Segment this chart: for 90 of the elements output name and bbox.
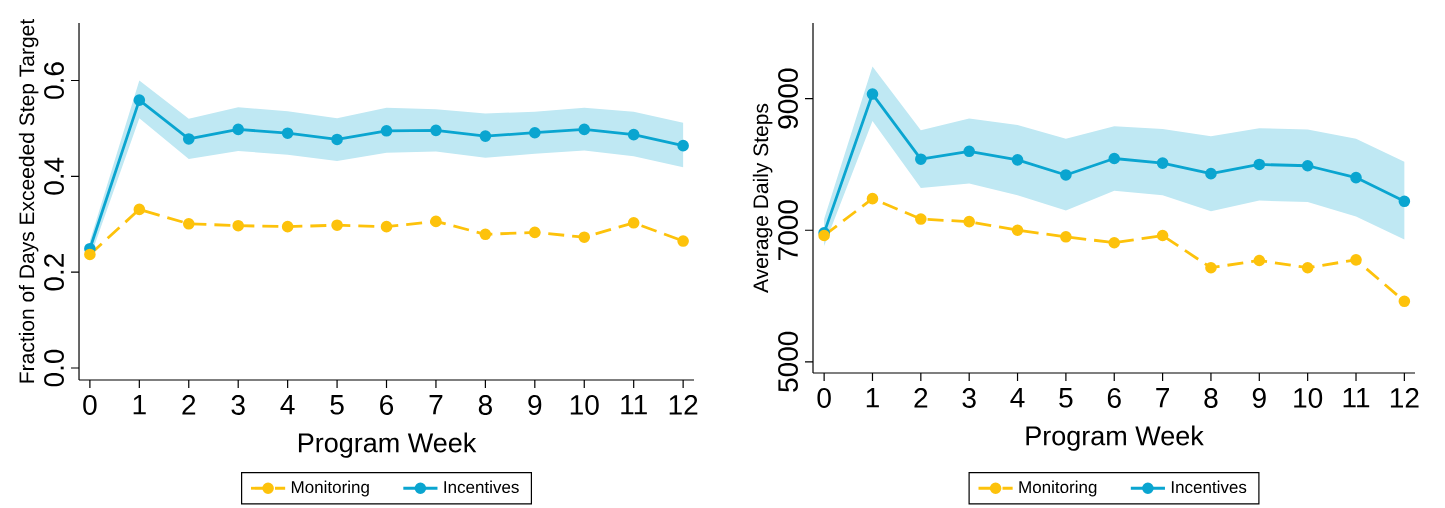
legend-label: Monitoring <box>1019 480 1097 497</box>
x-tick-label: 4 <box>1010 388 1025 408</box>
point <box>1205 167 1217 180</box>
point <box>915 153 927 165</box>
point <box>1253 254 1266 267</box>
point <box>430 124 442 137</box>
x-tick-label: 1 <box>133 395 146 415</box>
x-tick-label: 11 <box>1343 388 1370 408</box>
x-tick-label: 12 <box>669 395 698 415</box>
x-tick-label: 0 <box>83 395 97 415</box>
point <box>963 215 975 228</box>
x-tick-label: 3 <box>231 395 245 415</box>
point <box>1350 171 1362 184</box>
point <box>232 219 244 232</box>
x-axis-title: Program Week <box>1026 425 1204 451</box>
point <box>578 231 591 243</box>
x-tick-label: 0 <box>817 388 831 408</box>
y-tick-label: 0.2 <box>44 254 64 291</box>
point <box>1060 231 1072 243</box>
y-tick-label: 0.6 <box>44 62 64 99</box>
x-tick-label: 4 <box>280 395 295 415</box>
x-tick-label: 8 <box>1204 388 1218 408</box>
point <box>529 126 541 139</box>
x-tick-label: 11 <box>621 395 647 415</box>
point <box>866 192 879 205</box>
x-tick-label: 2 <box>914 388 928 408</box>
point <box>529 226 541 239</box>
x-tick-label: 6 <box>380 395 394 415</box>
point <box>1108 152 1121 165</box>
x-tick-label: 9 <box>1252 388 1266 408</box>
y-tick-label: 9000 <box>778 68 798 129</box>
y-axis-title: Fraction of Days Exceeded Step Target <box>18 19 39 383</box>
point <box>133 94 146 106</box>
point <box>479 130 492 142</box>
point <box>627 217 640 229</box>
point <box>915 213 927 225</box>
point <box>1108 236 1121 249</box>
point <box>380 220 393 233</box>
x-tick-label: 1 <box>866 388 879 408</box>
legend-label: Incentives <box>444 480 519 494</box>
point <box>1011 224 1024 237</box>
point <box>133 203 146 216</box>
x-tick-label: 5 <box>330 395 344 415</box>
x-tick-label: 7 <box>429 395 443 415</box>
legend-label: Monitoring <box>291 480 369 497</box>
legend-label: Incentives <box>1171 480 1247 494</box>
x-tick-label: 6 <box>1107 388 1121 408</box>
y-tick-label: 5000 <box>778 331 798 392</box>
point <box>1398 295 1411 308</box>
point <box>963 145 975 158</box>
x-tick-label: 10 <box>570 395 599 415</box>
point <box>1205 261 1217 274</box>
point <box>1156 157 1169 169</box>
point <box>1398 195 1411 208</box>
point <box>331 219 343 232</box>
point <box>677 235 689 247</box>
x-tick-label: 10 <box>1294 388 1323 408</box>
y-tick-label: 0.0 <box>44 349 64 387</box>
x-tick-label: 2 <box>182 395 196 415</box>
x-tick-label: 8 <box>478 395 492 415</box>
point <box>281 127 294 140</box>
x-tick-label: 9 <box>528 395 542 415</box>
y-tick-label: 0.4 <box>44 157 64 195</box>
x-tick-label: 12 <box>1390 388 1419 408</box>
point <box>182 133 195 145</box>
y-axis-title: Average Daily Steps <box>752 103 773 293</box>
point <box>677 139 689 152</box>
x-axis-title: Program Week <box>298 432 477 458</box>
point <box>281 220 294 233</box>
point <box>578 123 591 136</box>
point <box>331 133 343 146</box>
point <box>627 128 640 141</box>
point <box>380 125 393 137</box>
y-tick-label: 7000 <box>778 200 798 260</box>
point <box>232 123 244 136</box>
point <box>1011 154 1024 166</box>
point <box>84 248 96 261</box>
point <box>1301 159 1314 172</box>
point <box>1350 254 1362 266</box>
point <box>1156 229 1169 242</box>
point <box>430 215 442 228</box>
point <box>479 228 492 241</box>
point <box>182 217 195 230</box>
point <box>1253 158 1266 171</box>
x-tick-label: 3 <box>962 388 976 408</box>
point <box>1060 169 1072 181</box>
point <box>1301 261 1314 274</box>
x-tick-label: 5 <box>1059 388 1073 408</box>
x-tick-label: 7 <box>1156 388 1169 408</box>
point <box>866 88 879 100</box>
